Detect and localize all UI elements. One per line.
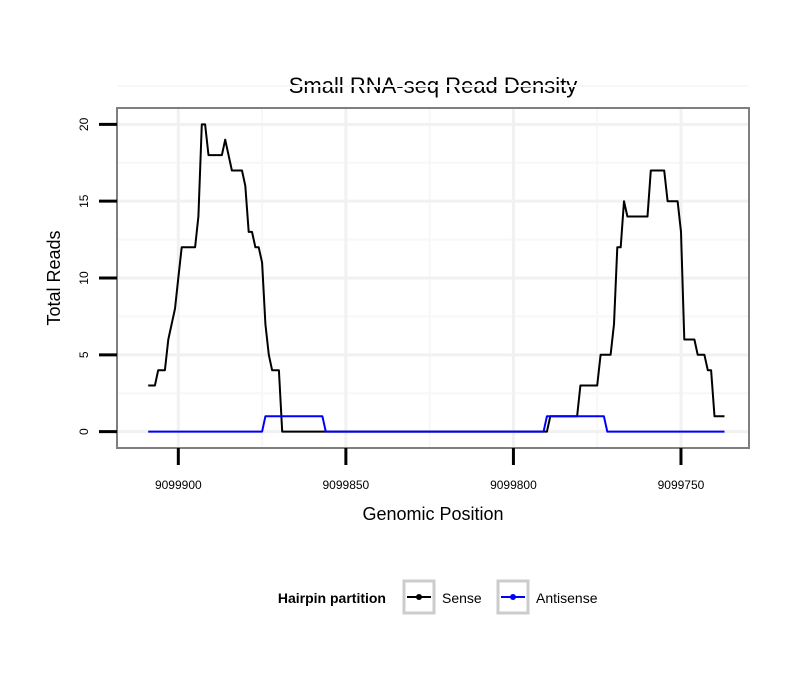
series-line-antisense <box>148 415 725 433</box>
y-tick-label-2: 10 <box>77 271 91 285</box>
legend-label-sense: Sense <box>442 590 482 606</box>
y-tick-label-4: 20 <box>77 117 91 131</box>
legend-key-antisense-dot <box>510 594 516 600</box>
legend-key-sense-dot <box>416 594 422 600</box>
y-axis-title: Total Reads <box>44 230 64 325</box>
series-line-sense <box>148 123 725 433</box>
y-tick-label-1: 5 <box>77 351 91 358</box>
series-lines <box>148 123 725 433</box>
x-tick-label-3: 9099750 <box>658 478 705 492</box>
x-axis-ticks: 9099900 9099850 9099800 9099750 <box>155 448 705 492</box>
legend-title: Hairpin partition <box>278 590 386 606</box>
y-axis-ticks: 0 5 10 15 20 <box>77 117 117 435</box>
x-tick-label-0: 9099900 <box>155 478 202 492</box>
grid-lines <box>118 84 748 447</box>
y-tick-label-0: 0 <box>77 428 91 435</box>
x-tick-label-1: 9099850 <box>323 478 370 492</box>
y-tick-label-3: 15 <box>77 194 91 208</box>
legend-label-antisense: Antisense <box>536 590 598 606</box>
x-tick-label-2: 9099800 <box>490 478 537 492</box>
legend: Hairpin partition Sense Antisense <box>278 579 598 615</box>
x-axis-title: Genomic Position <box>362 504 503 524</box>
